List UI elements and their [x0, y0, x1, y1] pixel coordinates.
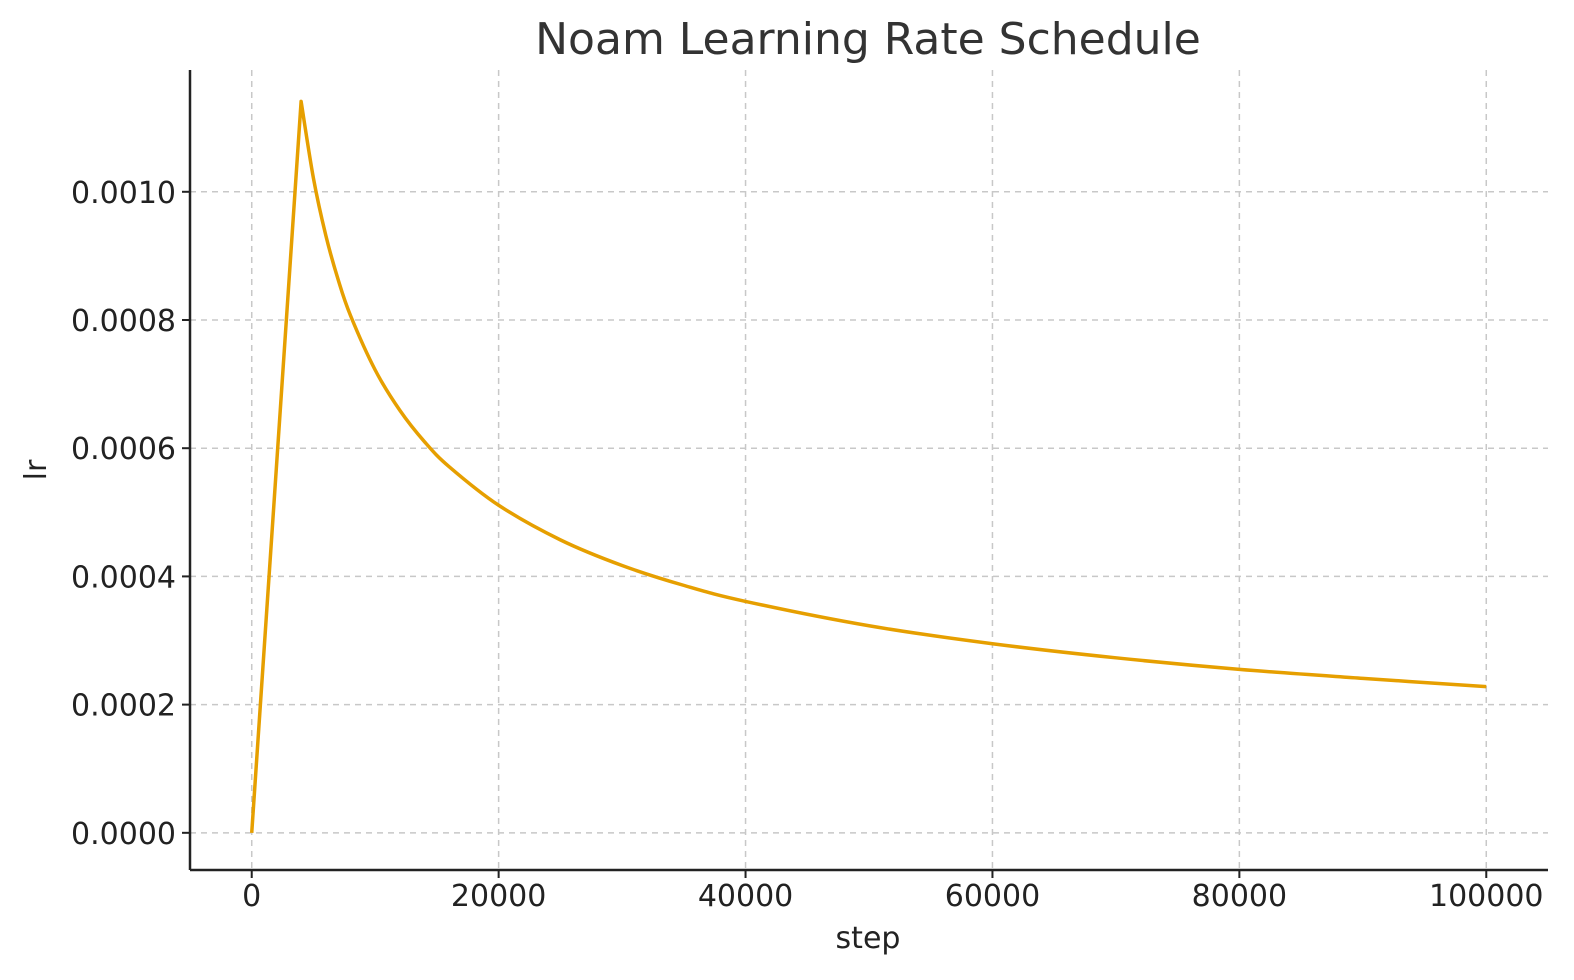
- x-tick-label-3: 60000: [945, 879, 1040, 914]
- x-tick-label-0: 0: [242, 879, 261, 914]
- x-tick-label-2: 40000: [698, 879, 793, 914]
- y-tick-label-2: 0.0004: [71, 560, 176, 595]
- series-line-0: [249, 99, 1487, 833]
- series-group: [249, 99, 1487, 833]
- x-tick-label-4: 80000: [1192, 879, 1287, 914]
- y-tick-label-4: 0.0008: [71, 304, 176, 339]
- axes: [188, 70, 1548, 872]
- y-axis-ticks: 0.0000 0.0002 0.0004 0.0006 0.0008 0.0010: [71, 176, 190, 852]
- y-axis-label: lr: [19, 459, 54, 480]
- grid: [190, 70, 1548, 870]
- y-tick-label-5: 0.0010: [71, 176, 176, 211]
- y-tick-label-0: 0.0000: [71, 817, 176, 852]
- y-tick-label-3: 0.0006: [71, 432, 176, 467]
- x-axis-label: step: [836, 921, 901, 956]
- x-axis-ticks: 0 20000 40000 60000 80000 100000: [242, 870, 1544, 914]
- x-tick-label-5: 100000: [1429, 879, 1544, 914]
- y-tick-label-1: 0.0002: [71, 689, 176, 724]
- x-tick-label-1: 20000: [451, 879, 546, 914]
- chart-title: Noam Learning Rate Schedule: [535, 14, 1201, 65]
